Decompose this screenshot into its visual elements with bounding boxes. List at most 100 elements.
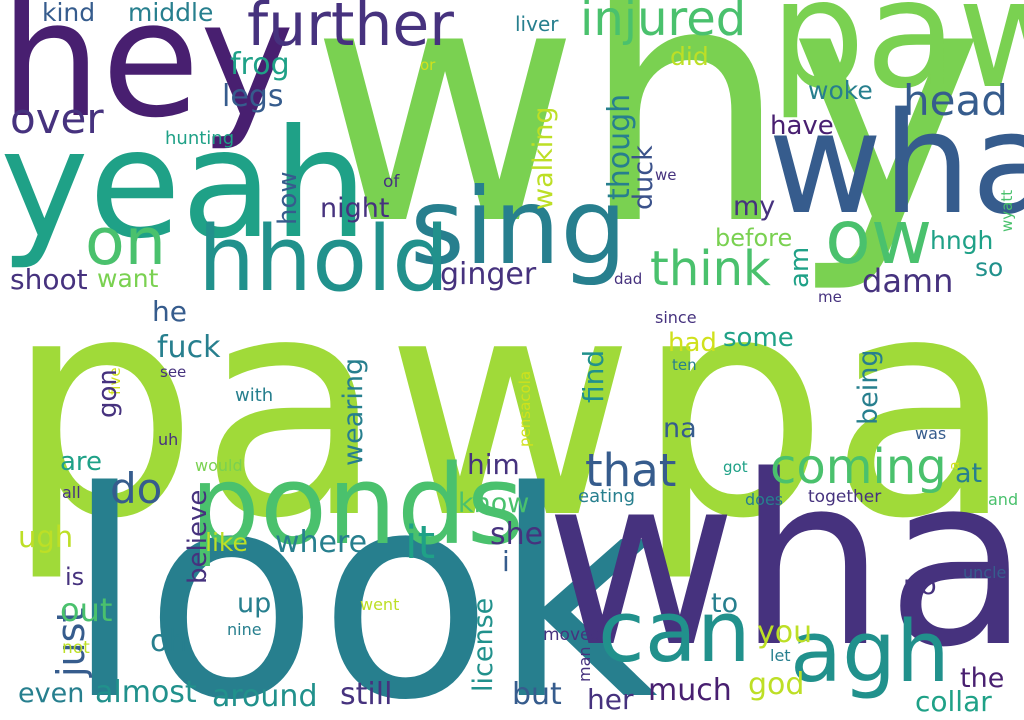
word-so: so <box>975 253 1004 282</box>
word-oh: oh <box>150 624 188 659</box>
word-let: let <box>770 646 791 665</box>
word-and: and <box>988 490 1019 509</box>
word-man: man <box>575 646 594 682</box>
word-legs: legs <box>222 79 284 114</box>
word-frog: frog <box>230 47 290 82</box>
word-before: before <box>715 224 793 252</box>
word-not: not <box>62 638 90 658</box>
word-hey: hey <box>0 0 295 153</box>
word-know: know <box>458 488 530 519</box>
word-gon: gon <box>93 369 123 418</box>
word-uh: uh <box>158 430 179 449</box>
word-can: can <box>598 583 751 682</box>
word-shoot: shoot <box>10 263 88 296</box>
word-no: no <box>903 570 937 601</box>
word-on: on <box>85 205 166 280</box>
word-am: am <box>785 246 815 288</box>
word-wha: wha <box>768 83 1024 246</box>
word-does: does <box>745 490 784 509</box>
word-got: got <box>723 458 748 476</box>
word-collar: collar <box>915 685 992 718</box>
word-fuck: fuck <box>157 330 221 365</box>
word-walking: walking <box>528 106 559 210</box>
word-head: head <box>903 76 1008 125</box>
word-him: him <box>467 448 520 481</box>
word-still: still <box>340 677 393 712</box>
word-me: me <box>818 288 842 306</box>
word-ginger: ginger <box>440 257 537 292</box>
word-my: my <box>733 191 776 222</box>
word-it: it <box>405 516 436 569</box>
word-dad: dad <box>614 270 643 288</box>
word-woke: woke <box>808 76 873 105</box>
word-ow: ow <box>825 193 933 281</box>
word-out: out <box>60 591 113 629</box>
word-sing: sing <box>410 166 628 288</box>
word-did: did <box>670 42 709 71</box>
word-duck: duck <box>628 145 659 210</box>
word-over: over <box>10 94 104 143</box>
word-of: of <box>383 172 400 192</box>
word-that: that <box>585 444 677 497</box>
word-agh: agh <box>790 603 950 702</box>
word-god: god <box>748 667 805 702</box>
word-do: do <box>110 464 163 513</box>
word-some: some <box>723 323 794 353</box>
word-had: had <box>668 328 717 358</box>
word-uncle: uncle <box>963 563 1007 582</box>
word-her: her <box>587 683 634 716</box>
word-together: together <box>808 487 882 507</box>
word-wearing: wearing <box>338 357 369 466</box>
word-coming: coming <box>770 439 947 495</box>
word-he: he <box>152 295 187 328</box>
word-much: much <box>648 673 732 708</box>
word-how: how <box>273 171 303 225</box>
word-injured: injured <box>580 0 747 47</box>
word-damn: damn <box>862 262 954 300</box>
word-wyatt: wyatt <box>998 189 1016 232</box>
word-what: what <box>545 426 1024 699</box>
word-would: would <box>195 456 243 475</box>
word-was: was <box>915 424 947 443</box>
word-up: up <box>237 588 272 619</box>
word-all: all <box>62 483 81 502</box>
word-at: at <box>955 458 983 489</box>
word-since: since <box>655 308 697 327</box>
word-went: went <box>360 595 400 614</box>
word-see: see <box>160 363 187 381</box>
word-think: think <box>650 241 771 297</box>
word-nine: nine <box>227 620 262 639</box>
word-we: we <box>655 166 677 184</box>
word-hhold: hhold <box>198 207 450 312</box>
word-have: have <box>770 111 834 141</box>
word-around: around <box>212 679 318 714</box>
word-kind: kind <box>42 0 96 27</box>
word-you: you <box>757 615 813 650</box>
word-na: na <box>663 413 697 444</box>
word-paw: paw <box>770 0 1024 122</box>
word-i: i <box>502 545 510 578</box>
word-ugh: ugh <box>18 520 74 554</box>
word-ten: ten <box>672 356 697 374</box>
word-ponds: ponds <box>190 441 524 569</box>
word-why: why <box>310 0 985 297</box>
word-moved: moved <box>543 625 602 645</box>
word-want: want <box>97 264 159 293</box>
word-or: or <box>420 56 436 74</box>
word-liver: liver <box>515 12 559 36</box>
word-where: where <box>275 525 368 560</box>
word-further: further <box>247 0 454 60</box>
word-to: to <box>711 588 739 619</box>
word-license: license <box>468 597 499 692</box>
word-look: look <box>65 431 658 720</box>
word-with: with <box>235 385 274 406</box>
word-hngh: hngh <box>930 226 994 255</box>
word-almost: almost <box>95 675 197 710</box>
word-but: but <box>512 677 562 712</box>
word-eating: eating <box>578 486 635 507</box>
word-she: she <box>490 517 544 552</box>
word-like: like <box>205 528 248 557</box>
word-hunting: hunting <box>165 128 235 149</box>
